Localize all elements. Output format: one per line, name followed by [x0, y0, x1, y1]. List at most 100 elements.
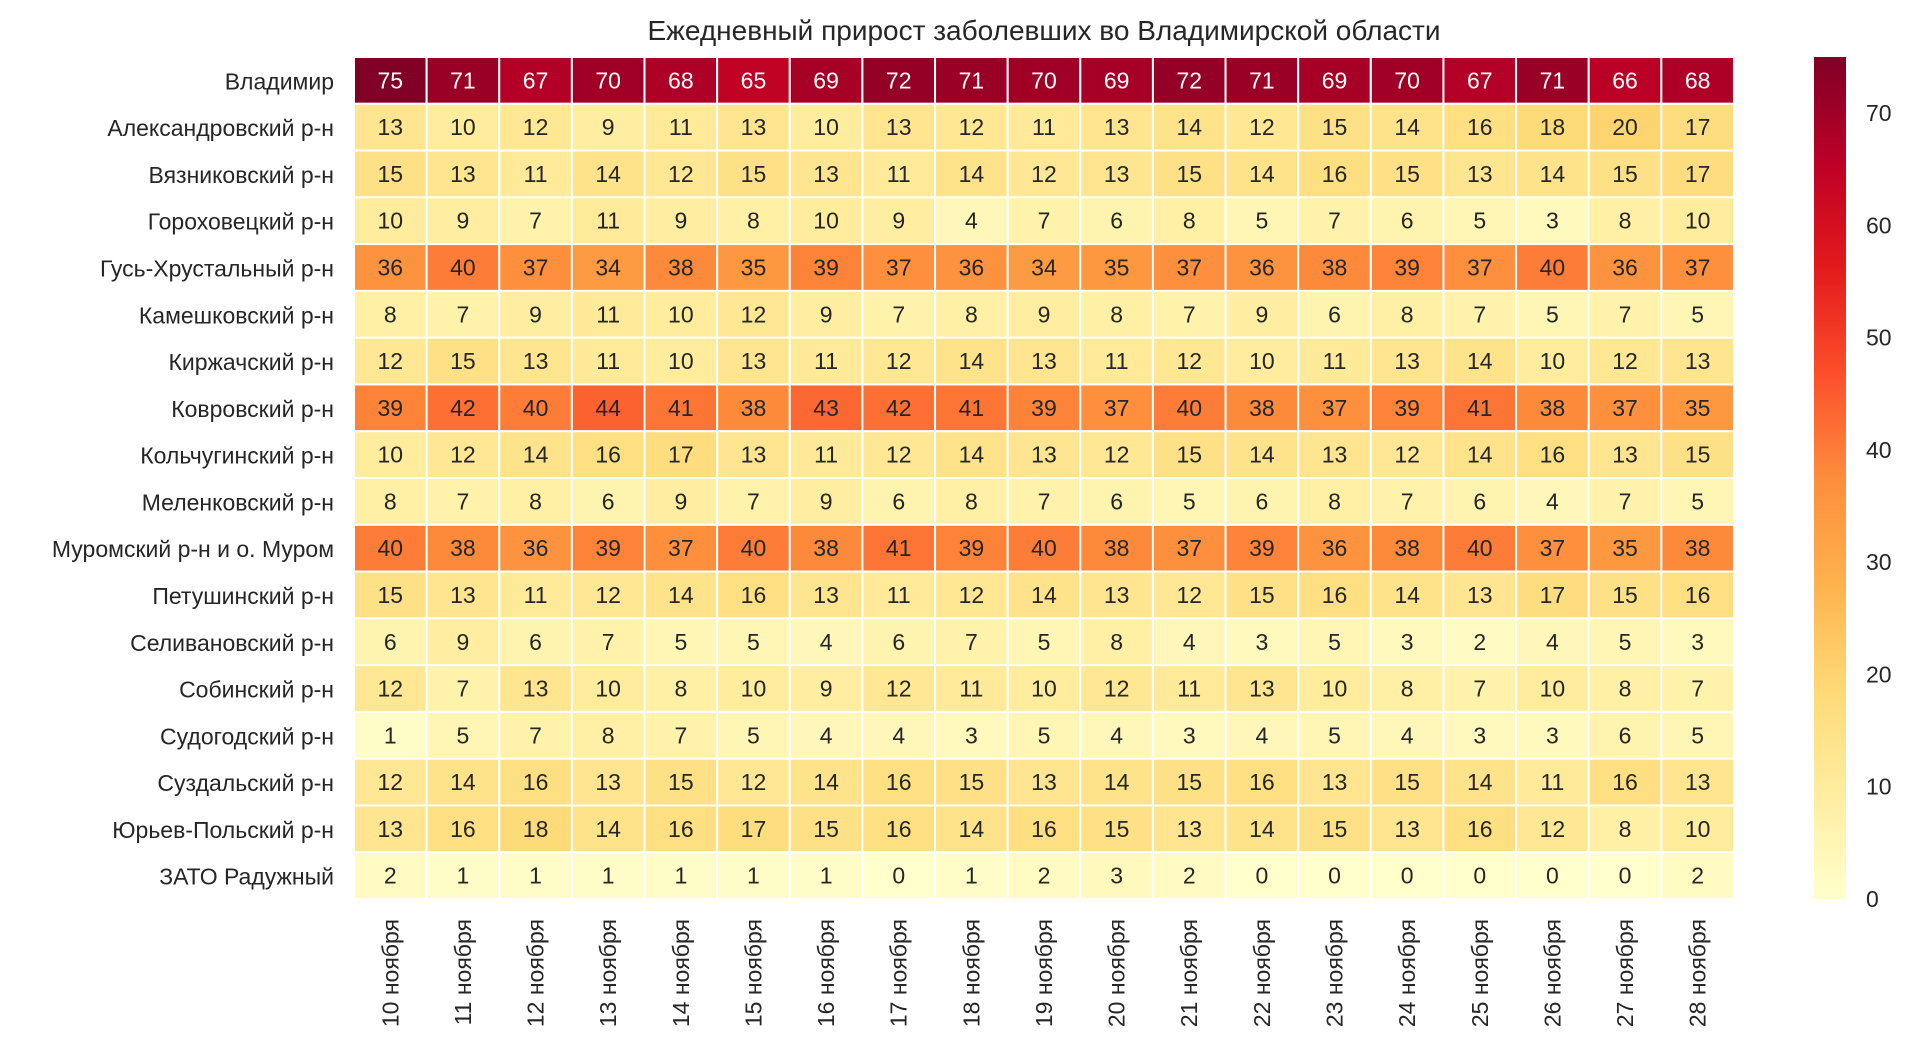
cell-value-label: 3 — [1401, 629, 1414, 655]
heatmap-cell — [1442, 430, 1518, 480]
cell-value-label: 9 — [1255, 301, 1268, 327]
cell-value-label: 13 — [450, 161, 476, 187]
cell-value-label: 5 — [1691, 488, 1704, 514]
cell-value-label: 42 — [450, 395, 476, 421]
cell-value-label: 18 — [1540, 114, 1566, 140]
cell-value-label: 11 — [524, 582, 548, 608]
heatmap-cell — [643, 523, 719, 573]
cell-value-label: 8 — [1619, 208, 1632, 234]
cell-value-label: 2 — [1473, 629, 1486, 655]
cell-value-label: 4 — [892, 722, 905, 748]
heatmap-cell — [353, 289, 428, 339]
heatmap-cell — [570, 804, 646, 854]
cell-value-label: 5 — [1038, 722, 1051, 748]
heatmap-cell — [934, 383, 1009, 433]
heatmap-cell — [1079, 102, 1154, 152]
cell-value-label: 13 — [1612, 442, 1638, 468]
cell-value-label: 15 — [450, 348, 476, 374]
heatmap-cell — [1297, 523, 1372, 573]
heatmap-cell — [1442, 56, 1518, 105]
heatmap-cell — [1587, 523, 1663, 573]
column-label: 27 ноября — [1612, 919, 1638, 1027]
cell-value-label: 13 — [1249, 676, 1275, 702]
cell-value-label: 9 — [820, 301, 833, 327]
cell-value-label: 9 — [457, 629, 470, 655]
heatmap-cell — [1660, 243, 1735, 292]
heatmap-cell — [716, 851, 791, 901]
cell-value-label: 40 — [1031, 535, 1057, 561]
heatmap-cell — [788, 804, 864, 854]
cell-value-label: 14 — [523, 442, 549, 468]
cell-value-label: 43 — [813, 395, 839, 421]
cell-value-label: 8 — [747, 208, 760, 234]
cell-value-label: 37 — [1467, 255, 1493, 281]
cell-value-label: 5 — [1038, 629, 1051, 655]
heatmap-cell — [1006, 383, 1082, 433]
heatmap-cell — [861, 851, 937, 901]
cell-value-label: 9 — [820, 488, 833, 514]
cell-value-label: 7 — [1328, 208, 1341, 234]
cell-value-label: 8 — [602, 722, 615, 748]
cell-value-label: 10 — [813, 208, 839, 234]
cell-value-label: 13 — [1176, 816, 1202, 842]
heatmap-cell — [1587, 804, 1663, 854]
cell-value-label: 39 — [595, 535, 621, 561]
cell-value-label: 13 — [1104, 114, 1130, 140]
heatmap-cell — [1369, 477, 1445, 526]
cell-value-label: 14 — [1104, 769, 1130, 795]
heatmap-cell — [425, 804, 501, 854]
heatmap-cell — [353, 56, 428, 105]
heatmap-cell — [1079, 710, 1154, 760]
cell-value-label: 71 — [1540, 67, 1566, 93]
cell-value-label: 15 — [1394, 769, 1420, 795]
heatmap-cell — [861, 196, 937, 246]
cell-value-label: 9 — [602, 114, 615, 140]
cell-value-label: 38 — [741, 395, 767, 421]
cell-value-label: 15 — [959, 769, 985, 795]
heatmap-cell — [716, 430, 791, 480]
cell-value-label: 3 — [1546, 208, 1559, 234]
cell-value-label: 6 — [529, 629, 542, 655]
heatmap-cell — [643, 149, 719, 199]
cell-value-label: 40 — [450, 255, 476, 281]
cell-value-label: 72 — [1176, 67, 1202, 93]
heatmap-cell — [1079, 664, 1154, 713]
heatmap-cell — [1587, 570, 1663, 620]
cell-value-label: 0 — [1546, 863, 1559, 889]
cell-value-label: 20 — [1612, 114, 1638, 140]
cell-value-label: 0 — [1255, 863, 1268, 889]
heatmap-cell — [716, 289, 791, 339]
cell-value-label: 15 — [378, 582, 404, 608]
cell-value-label: 10 — [1031, 676, 1057, 702]
heatmap-cell — [498, 757, 573, 807]
heatmap-cell — [1151, 617, 1227, 667]
heatmap-cell — [716, 523, 791, 573]
cell-value-label: 13 — [1394, 348, 1420, 374]
heatmap-cell — [425, 56, 501, 105]
cell-value-label: 0 — [892, 863, 905, 889]
heatmap-cell — [861, 430, 937, 480]
cell-value-label: 5 — [1473, 208, 1486, 234]
row-label: Суздальский р-н — [157, 770, 334, 796]
heatmap-cell — [1587, 383, 1663, 433]
cell-value-label: 17 — [741, 816, 767, 842]
cell-value-label: 67 — [523, 67, 549, 93]
cell-value-label: 12 — [886, 676, 912, 702]
cell-value-label: 41 — [959, 395, 985, 421]
cell-value-label: 10 — [1249, 348, 1275, 374]
cell-value-label: 13 — [523, 348, 549, 374]
cell-value-label: 68 — [1685, 67, 1711, 93]
heatmap-cell — [1224, 710, 1300, 760]
heatmap-cell — [1515, 570, 1590, 620]
heatmap-cell — [716, 196, 791, 246]
cell-value-label: 68 — [668, 67, 694, 93]
cell-value-label: 38 — [1322, 255, 1348, 281]
heatmap-cell — [498, 523, 573, 573]
cell-value-label: 16 — [668, 816, 694, 842]
cell-value-label: 7 — [1691, 676, 1704, 702]
cell-value-label: 11 — [1105, 348, 1129, 374]
cell-value-label: 16 — [741, 582, 767, 608]
cell-value-label: 5 — [747, 722, 760, 748]
cell-value-label: 13 — [1685, 769, 1711, 795]
row-label: Юрьев-Польский р-н — [112, 817, 334, 843]
